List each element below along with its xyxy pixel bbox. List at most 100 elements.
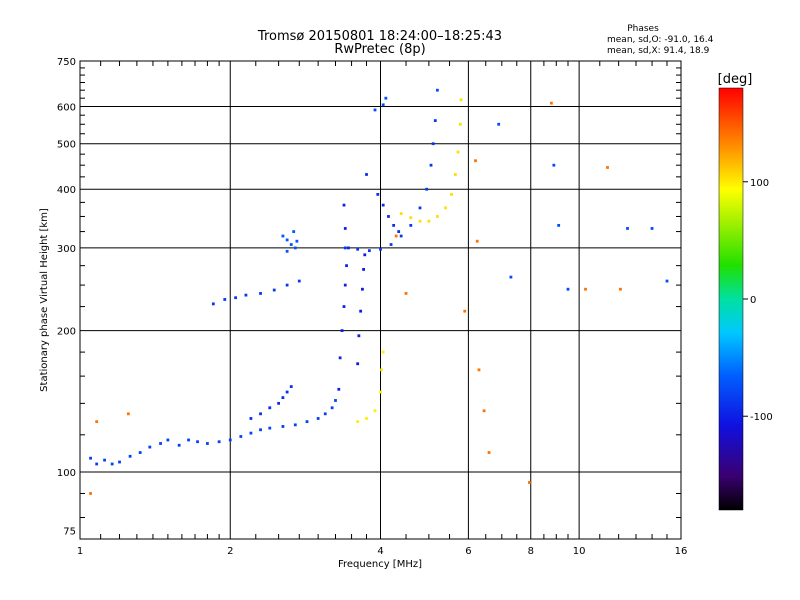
data-point bbox=[159, 442, 162, 445]
cluster-f-low-trace bbox=[89, 399, 337, 466]
data-point bbox=[418, 219, 422, 223]
data-point bbox=[409, 216, 413, 220]
cluster-f2-o-trace bbox=[343, 119, 437, 253]
cluster-es-trace bbox=[211, 279, 301, 306]
data-point bbox=[103, 458, 106, 462]
data-point bbox=[285, 238, 289, 242]
data-point bbox=[211, 302, 215, 306]
data-point bbox=[340, 329, 344, 333]
data-point bbox=[397, 230, 401, 233]
data-point bbox=[342, 305, 346, 308]
data-point bbox=[297, 279, 301, 283]
data-point bbox=[138, 451, 142, 454]
data-point bbox=[458, 122, 462, 126]
data-point bbox=[373, 409, 377, 413]
data-point bbox=[409, 223, 413, 227]
cluster-vertical-spread-a bbox=[337, 203, 350, 391]
legend-heading: Phases bbox=[627, 24, 659, 34]
data-point bbox=[459, 98, 463, 102]
data-point bbox=[259, 292, 262, 295]
data-point bbox=[285, 249, 289, 253]
cluster-f-low-upper-trace bbox=[249, 385, 293, 420]
data-point bbox=[379, 390, 382, 394]
data-point bbox=[259, 428, 262, 432]
data-point bbox=[487, 451, 491, 454]
y-tick-label: 75 bbox=[63, 527, 76, 538]
data-point bbox=[285, 390, 289, 394]
cluster-low-x-trace bbox=[356, 350, 385, 424]
data-point bbox=[626, 227, 629, 230]
plot-frame bbox=[79, 60, 682, 540]
data-point bbox=[527, 481, 531, 484]
data-point bbox=[166, 438, 170, 442]
data-point bbox=[285, 283, 289, 287]
data-point bbox=[380, 368, 383, 372]
data-point bbox=[196, 440, 199, 444]
data-point bbox=[365, 417, 368, 420]
x-tick-label: 10 bbox=[573, 546, 586, 557]
legend-line-o: mean, sd,O: -91.0, 16.4 bbox=[607, 35, 714, 45]
data-point bbox=[431, 142, 435, 146]
data-point bbox=[359, 309, 363, 313]
data-point bbox=[362, 267, 366, 271]
x-tick-label: 6 bbox=[465, 546, 471, 557]
data-point bbox=[343, 246, 347, 250]
data-point bbox=[259, 412, 262, 416]
colorbar-tick-label: 0 bbox=[750, 295, 756, 306]
y-tick-label: 600 bbox=[57, 103, 76, 114]
data-point bbox=[268, 406, 272, 410]
data-point bbox=[281, 425, 285, 428]
data-point bbox=[482, 409, 486, 413]
data-point bbox=[665, 279, 669, 283]
data-point bbox=[323, 412, 327, 416]
colorbar bbox=[718, 87, 744, 511]
data-point bbox=[295, 239, 299, 243]
data-point bbox=[584, 287, 587, 291]
y-tick-label: 500 bbox=[57, 140, 76, 151]
data-point bbox=[342, 203, 346, 207]
data-point bbox=[345, 264, 348, 268]
data-point bbox=[365, 173, 368, 176]
data-point bbox=[89, 492, 92, 495]
data-point bbox=[293, 423, 297, 427]
legend-line-x: mean, sd,X: 91.4, 18.9 bbox=[607, 46, 710, 56]
data-point bbox=[249, 417, 253, 420]
data-point bbox=[552, 163, 556, 167]
data-point bbox=[399, 234, 403, 238]
cluster-vertical-spread-b bbox=[356, 253, 367, 366]
cluster-f2-o-lower bbox=[365, 173, 401, 233]
data-point bbox=[289, 243, 293, 246]
y-tick-label: 100 bbox=[57, 468, 76, 479]
data-point bbox=[316, 417, 320, 420]
data-point bbox=[450, 192, 453, 196]
data-point bbox=[497, 122, 501, 126]
data-point bbox=[292, 230, 296, 233]
data-point bbox=[356, 420, 360, 424]
colorbar-label: [deg] bbox=[718, 72, 753, 87]
y-tick-labels: 75 100 200 300 400 500 600 750 bbox=[57, 57, 76, 538]
data-point bbox=[244, 293, 248, 297]
data-point bbox=[399, 212, 403, 215]
data-point bbox=[95, 462, 99, 466]
grid-lines bbox=[80, 61, 681, 539]
data-point bbox=[427, 219, 431, 223]
y-axis-label: Stationary phase Virtual Height [km] bbox=[39, 208, 50, 392]
cluster-f2-x-trace bbox=[399, 98, 463, 223]
data-point bbox=[330, 406, 334, 410]
data-point bbox=[268, 426, 272, 430]
data-point bbox=[418, 206, 422, 210]
data-point bbox=[334, 399, 337, 402]
y-tick-label: 300 bbox=[57, 244, 76, 255]
data-point bbox=[456, 150, 460, 154]
data-point bbox=[433, 119, 437, 122]
data-point bbox=[477, 368, 481, 372]
data-point bbox=[177, 443, 181, 447]
data-point bbox=[356, 247, 360, 251]
data-point bbox=[444, 206, 447, 210]
x-tick-labels: 1 2 4 6 8 10 16 bbox=[77, 546, 688, 557]
data-point bbox=[367, 249, 371, 253]
x-tick-label: 16 bbox=[675, 546, 688, 557]
data-point bbox=[379, 247, 382, 251]
data-point bbox=[381, 350, 385, 354]
